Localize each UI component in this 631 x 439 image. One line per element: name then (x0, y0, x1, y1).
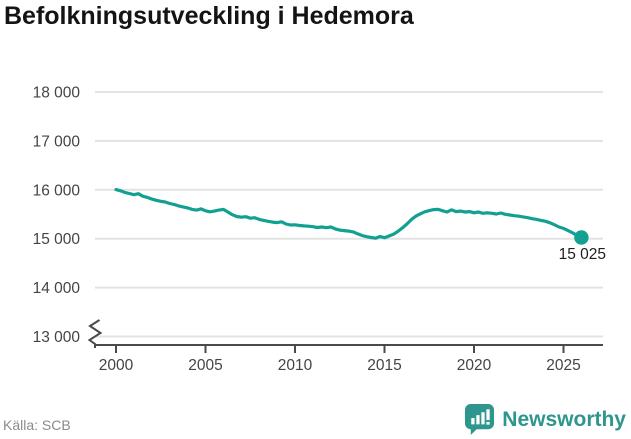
brand-name: Newsworthy (502, 407, 626, 431)
source-label: Källa: SCB (3, 417, 71, 433)
y-tick-label-18000: 18 000 (33, 85, 81, 102)
x-tick-label-2020: 2020 (457, 357, 492, 374)
newsworthy-logo[interactable]: Newsworthy (464, 403, 626, 436)
x-tick-label-2010: 2010 (278, 357, 313, 374)
y-tick-label-17000: 17 000 (33, 133, 81, 150)
chart-title: Befolkningsutveckling i Hedemora (4, 2, 414, 30)
x-tick-label-2025: 2025 (546, 357, 580, 374)
bar-chart-speech-bubble-icon (465, 404, 495, 435)
end-point-marker (574, 230, 589, 245)
y-tick-label-13000: 13 000 (33, 329, 81, 346)
x-tick-label-2005: 2005 (188, 357, 222, 374)
population-series-line (114, 188, 584, 240)
y-tick-label-14000: 14 000 (33, 280, 81, 297)
x-tick-label-2015: 2015 (367, 357, 401, 374)
axis-break-icon (87, 319, 103, 348)
x-tick-label-2000: 2000 (99, 357, 134, 374)
y-tick-label-15000: 15 000 (33, 231, 81, 248)
y-tick-label-16000: 16 000 (33, 182, 81, 199)
end-value-label: 15 025 (559, 246, 606, 263)
